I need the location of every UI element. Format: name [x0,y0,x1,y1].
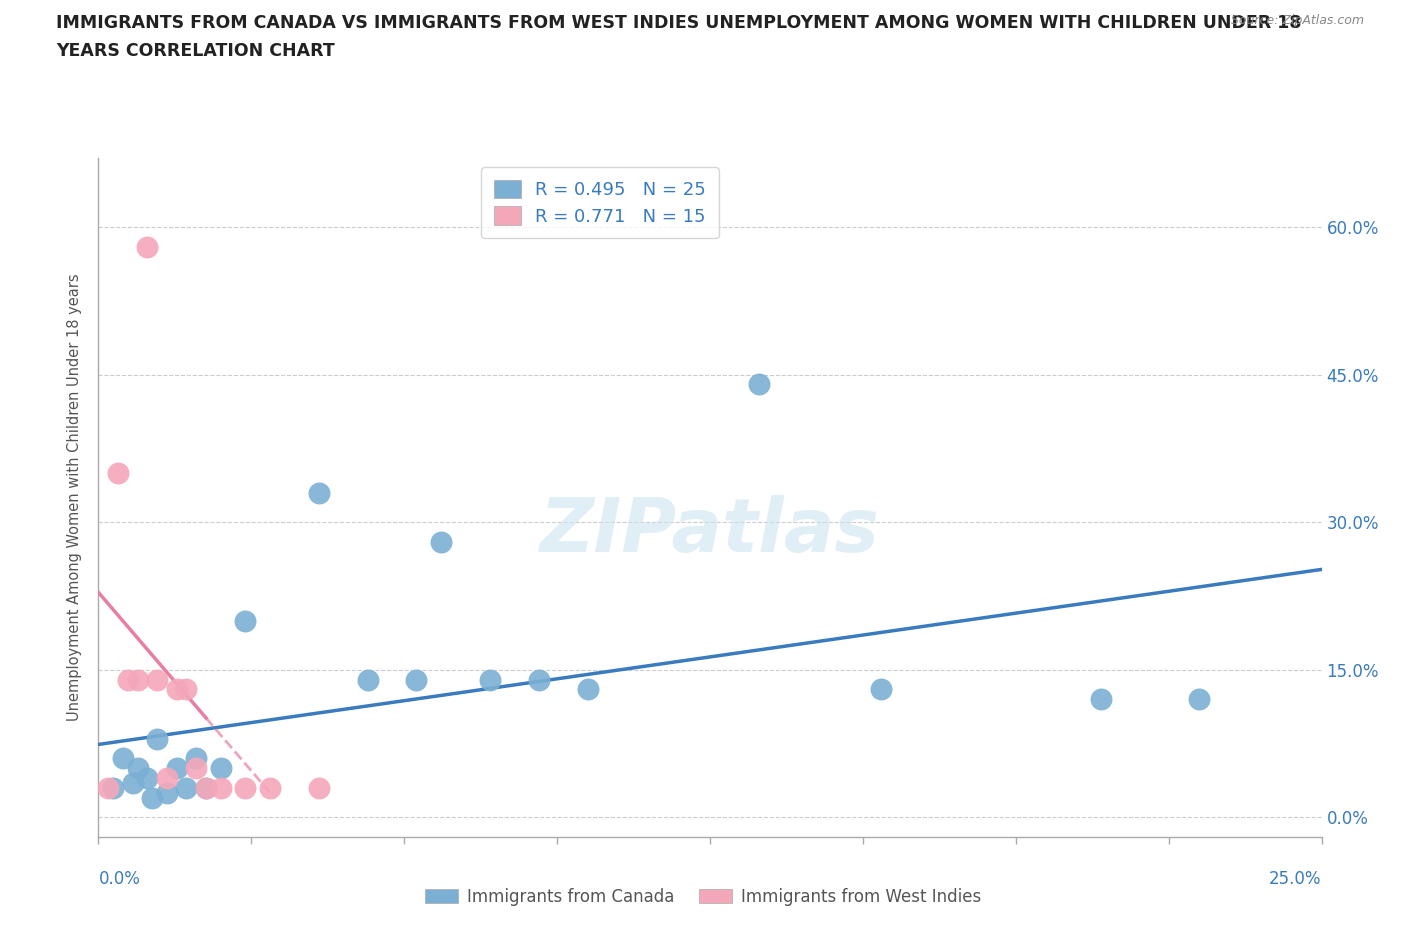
Text: IMMIGRANTS FROM CANADA VS IMMIGRANTS FROM WEST INDIES UNEMPLOYMENT AMONG WOMEN W: IMMIGRANTS FROM CANADA VS IMMIGRANTS FRO… [56,14,1302,32]
Point [308,485,330,500]
Point [405,672,427,687]
Point [527,672,550,687]
Point [478,672,501,687]
Point [748,377,770,392]
Point [127,761,149,776]
Point [186,751,208,765]
Legend: R = 0.495   N = 25, R = 0.771   N = 15: R = 0.495 N = 25, R = 0.771 N = 15 [481,167,718,238]
Point [195,780,218,795]
Point [121,776,143,790]
Point [156,771,179,786]
Point [176,780,198,795]
Point [259,780,281,795]
Point [356,672,378,687]
Point [107,466,129,481]
Point [156,785,179,800]
Point [101,780,124,795]
Point [576,682,599,697]
Text: 0.0%: 0.0% [98,870,141,887]
Point [97,780,120,795]
Text: Source: ZipAtlas.com: Source: ZipAtlas.com [1230,14,1364,27]
Point [308,780,330,795]
Point [166,682,188,697]
Point [127,672,149,687]
Point [209,761,232,776]
Point [209,780,232,795]
Point [233,780,256,795]
Text: ZIPatlas: ZIPatlas [540,495,880,568]
Point [117,672,139,687]
Point [430,535,453,550]
Text: 25.0%: 25.0% [1270,870,1322,887]
Text: YEARS CORRELATION CHART: YEARS CORRELATION CHART [56,42,335,60]
Point [176,682,198,697]
Point [195,780,218,795]
Point [111,751,134,765]
Point [233,613,256,628]
Point [146,672,169,687]
Point [186,761,208,776]
Point [1090,692,1112,707]
Point [136,771,159,786]
Point [1188,692,1211,707]
Point [136,239,159,254]
Legend: Immigrants from Canada, Immigrants from West Indies: Immigrants from Canada, Immigrants from … [419,881,987,912]
Y-axis label: Unemployment Among Women with Children Under 18 years: Unemployment Among Women with Children U… [67,273,83,722]
Point [141,790,163,805]
Point [146,731,169,746]
Point [166,761,188,776]
Point [870,682,893,697]
